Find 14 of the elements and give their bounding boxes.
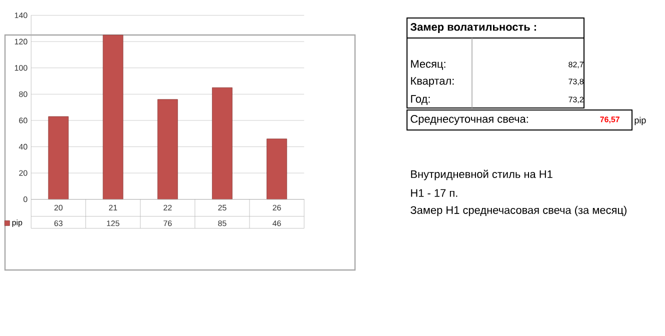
text: Квартал: (411, 77, 454, 87)
text: Год: (411, 95, 430, 105)
text: Замер H1 среднечасовая свеча (за месяц) (410, 206, 626, 216)
text: Внутридневной стиль на H1 (411, 170, 552, 180)
text: Среднесуточная свеча: (410, 115, 528, 125)
bar (266, 138, 288, 200)
bar (157, 99, 178, 200)
bar (48, 116, 69, 200)
text: Месяц: (411, 60, 446, 70)
text: H1 - 17 п. (411, 189, 458, 197)
text: Замер волатильность : (410, 23, 536, 33)
text: pip (634, 116, 646, 126)
bar (102, 34, 124, 200)
bar (212, 87, 232, 200)
